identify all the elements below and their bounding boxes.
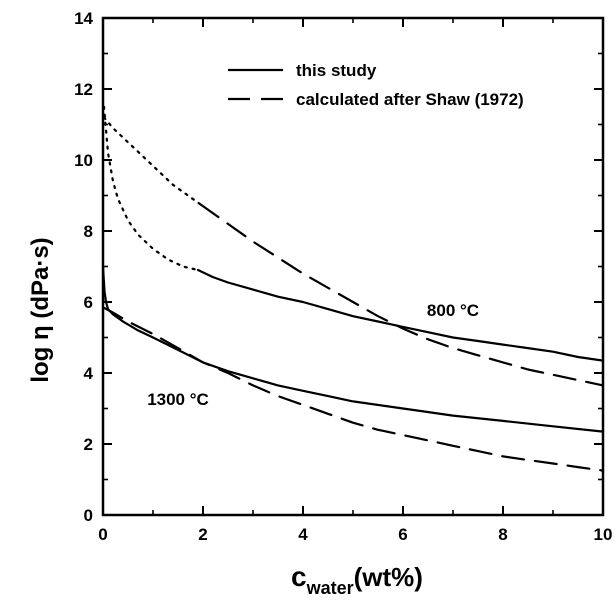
y-tick-label: 4 xyxy=(84,364,94,383)
series-line-800c-dotted-0 xyxy=(102,105,200,272)
y-tick-label: 0 xyxy=(84,506,93,525)
annotation-label: 800 °C xyxy=(427,301,479,320)
series-line-800c-dashed-3 xyxy=(199,203,605,387)
x-axis-title-main: c xyxy=(291,561,307,592)
x-axis-title-unit: (wt%) xyxy=(354,562,423,592)
ticks-layer: 0 2 4 6 8 10 0 2 4 6 8 10 12 14 xyxy=(74,9,612,544)
x-tick-label: 0 xyxy=(98,525,107,544)
x-axis-title: cwater(wt%) xyxy=(291,561,423,598)
y-tick-label: 14 xyxy=(74,9,93,28)
series-line-800c-solid-1 xyxy=(196,268,605,362)
series-layer xyxy=(101,105,605,472)
legend-label: calculated after Shaw (1972) xyxy=(296,90,524,109)
x-tick-label: 10 xyxy=(594,525,613,544)
annotation-label: 1300 °C xyxy=(147,390,209,409)
legend: this study calculated after Shaw (1972) xyxy=(228,61,524,109)
y-tick-label: 10 xyxy=(74,151,93,170)
y-tick-label: 6 xyxy=(84,293,93,312)
series-line-1300c-dashed-5 xyxy=(101,306,605,472)
series-line-800c-dotted-2 xyxy=(102,116,202,206)
y-tick-label: 12 xyxy=(74,80,93,99)
y-tick-label: 2 xyxy=(84,435,93,454)
x-tick-label: 4 xyxy=(298,525,308,544)
y-axis-title: log η (dPa·s) xyxy=(27,237,54,382)
legend-label: this study xyxy=(296,61,377,80)
y-tick-label: 8 xyxy=(84,222,93,241)
x-axis-title-subscript: water xyxy=(306,578,354,598)
x-tick-label: 6 xyxy=(398,525,407,544)
x-tick-label: 2 xyxy=(198,525,207,544)
x-tick-label: 8 xyxy=(498,525,507,544)
annotations: 800 °C 1300 °C xyxy=(147,301,479,409)
